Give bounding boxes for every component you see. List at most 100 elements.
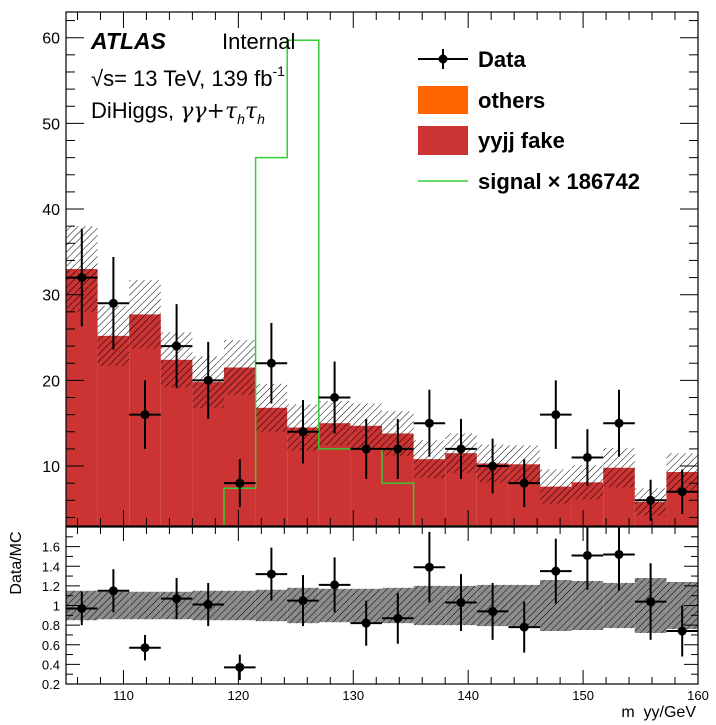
channel-symbols: γγ+τ (180, 99, 238, 124)
main-panel (66, 39, 698, 526)
ratio-ytick-label: 1.6 (42, 540, 60, 555)
channel-prefix: DiHiggs, (91, 98, 180, 123)
legend-entry-data: Data (418, 47, 526, 72)
xlabel: m yy/GeV (621, 704, 696, 721)
legend-yyjj-swatch (418, 126, 468, 155)
yyjj-fake-bar (97, 335, 130, 526)
ratio-point (666, 605, 698, 657)
data-point (255, 322, 288, 404)
ratio-ytick-label: 0.4 (42, 657, 60, 672)
ratio-point (97, 569, 130, 613)
ratio-point (66, 591, 98, 626)
data-marker (235, 478, 245, 488)
data-point (603, 389, 635, 457)
ratio-band-hatch (224, 590, 256, 621)
ratio-marker (456, 598, 466, 608)
data-marker (551, 410, 561, 420)
data-marker (393, 444, 403, 454)
channel-tau: τ (245, 99, 258, 124)
ratio-marker (551, 566, 561, 576)
xtick-label: 130 (342, 688, 364, 703)
uncertainty-bin (129, 280, 161, 349)
xtick-label: 150 (572, 688, 594, 703)
ratio-point (350, 600, 382, 646)
ratio-axes: 0.2 0.4 0.6 0.8 1 1.2 1.4 1.6 110 120 130 140 150 160 (42, 527, 709, 703)
ratio-point (540, 538, 572, 604)
ratio-marker (77, 603, 87, 613)
legend-signal-name: signal (478, 169, 542, 194)
ratio-points (66, 527, 698, 681)
data-point (224, 459, 256, 508)
legend-entry-signal: signal × 186742 (418, 169, 640, 194)
data-point (382, 418, 414, 479)
legend-data-label: Data (478, 47, 526, 72)
ratio-point (382, 592, 414, 644)
ratio-point (192, 582, 224, 627)
main-ytick-label: 60 (42, 31, 60, 48)
legend-data-marker (438, 54, 448, 64)
ratio-ylabel: Data/MC (8, 531, 25, 594)
main-ytick-label: 40 (42, 202, 60, 219)
data-marker (108, 298, 118, 308)
legend-others-swatch (418, 86, 468, 114)
data-marker (361, 444, 371, 454)
ratio-ytick-label: 1.4 (42, 559, 60, 574)
ratio-marker (582, 550, 592, 560)
ratio-uncertainty-band (66, 578, 698, 633)
data-point (413, 389, 446, 457)
ratio-point (508, 601, 540, 653)
ratio-point (129, 634, 161, 661)
ratio-marker (677, 626, 687, 636)
data-point (571, 429, 604, 486)
ratio-point (634, 563, 667, 640)
status-label: Internal (222, 29, 295, 54)
ratio-marker (140, 643, 150, 653)
data-marker (203, 375, 213, 385)
data-marker (77, 273, 87, 283)
data-marker (172, 341, 182, 351)
ratio-ytick-label: 0.8 (42, 618, 60, 633)
ratio-marker (203, 600, 213, 610)
ratio-marker (488, 606, 498, 616)
data-marker (646, 495, 656, 505)
ratio-marker (266, 569, 276, 579)
legend-others-label: others (478, 88, 545, 113)
ratio-marker (393, 613, 403, 623)
data-point (634, 479, 667, 521)
ratio-panel (66, 527, 698, 681)
data-point (160, 304, 193, 389)
lumi-superscript: -1 (273, 63, 286, 79)
ratio-ytick-label: 1.2 (42, 579, 60, 594)
data-point (318, 361, 351, 434)
xtick-label: 140 (457, 688, 479, 703)
data-marker (677, 487, 687, 497)
ratio-point (445, 574, 477, 632)
uncertainty-bin (540, 469, 572, 504)
data-point (350, 418, 382, 479)
channel-sub1: h (237, 111, 245, 127)
data-marker (298, 427, 308, 437)
ratio-point (287, 575, 319, 627)
data-marker (614, 418, 624, 428)
data-marker (488, 461, 498, 471)
legend-entry-others: others (418, 86, 545, 114)
main-ytick-label: 50 (42, 116, 60, 133)
data-point (97, 257, 130, 350)
energy-text: √s= 13 TeV, 139 fb (91, 66, 273, 91)
ratio-point (224, 654, 256, 681)
legend: Data others yyjj fake signal × 186742 (418, 47, 640, 194)
ratio-point (413, 531, 446, 603)
data-point (540, 380, 572, 449)
ratio-point (476, 582, 509, 640)
data-point (666, 469, 698, 515)
data-marker (424, 418, 434, 428)
data-point (192, 341, 224, 419)
ratio-marker (614, 549, 624, 559)
legend-signal-scale: × 186742 (548, 169, 640, 194)
main-frame (65, 11, 699, 527)
ratio-marker (519, 622, 529, 632)
main-axes: 10 20 30 40 50 60 (42, 12, 699, 526)
uncertainty-bin (224, 340, 256, 395)
data-point (445, 418, 477, 479)
